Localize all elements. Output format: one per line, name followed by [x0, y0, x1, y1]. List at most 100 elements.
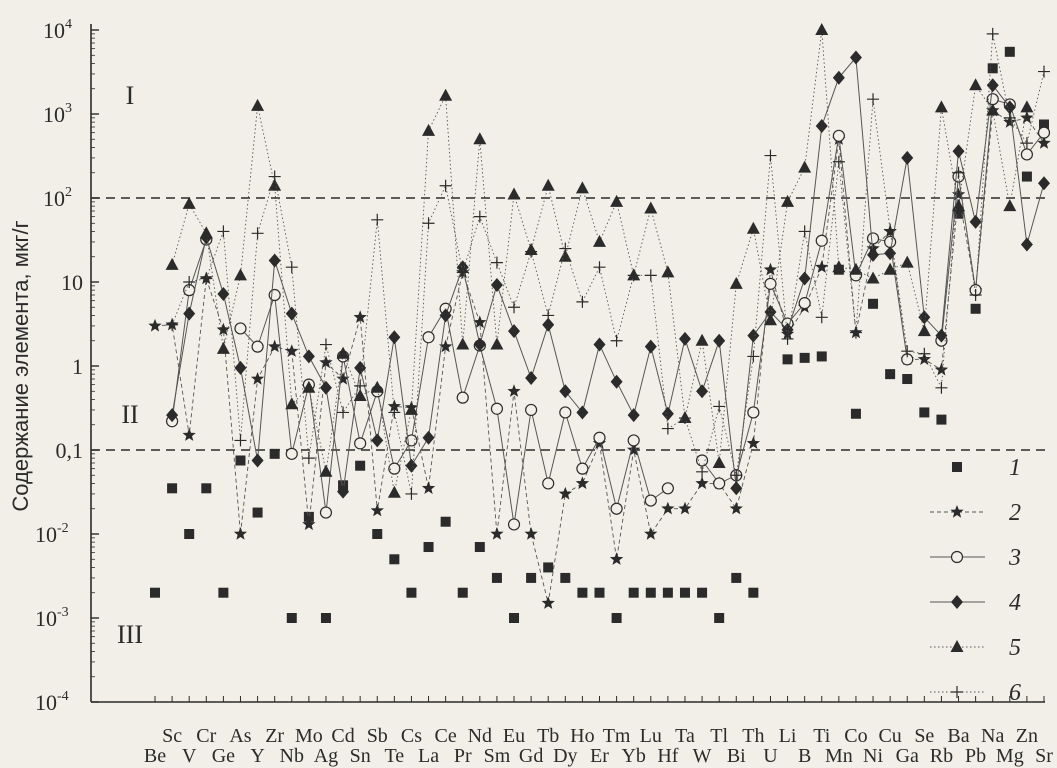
series-1-point-Yb	[628, 587, 639, 598]
x-tick-label-Bi: Bi	[727, 745, 746, 767]
series-6-point-Se	[918, 347, 931, 360]
series-5-point-Y	[251, 98, 265, 111]
series-5-point-Bi	[729, 276, 743, 289]
series-3-point-Pr	[456, 391, 469, 404]
series-1-point-Pb	[970, 303, 981, 314]
series-5-point-U	[763, 313, 777, 326]
series-1-point-Cs	[406, 587, 417, 598]
x-tick-label-Y: Y	[250, 745, 264, 767]
series-4-point-Er	[593, 337, 606, 352]
series-3-point-Ti	[815, 234, 828, 247]
series-5-point-Hf	[661, 265, 675, 278]
series-5-point-Co	[849, 262, 863, 275]
zone-label-I: I	[126, 81, 135, 110]
series-5-point-As	[233, 268, 247, 281]
series-6-point-Ta	[678, 412, 691, 425]
series-4-point-Na	[986, 78, 999, 93]
series-1-point-Th	[748, 587, 759, 598]
series-1-point-Be	[150, 587, 160, 598]
series-4-point-Nd	[473, 337, 486, 352]
series-4-point-Sb	[371, 433, 384, 448]
series-3-point-Nb	[285, 447, 298, 460]
series-4-point-Nb	[285, 306, 298, 321]
series-5-point-Mg	[1003, 199, 1017, 212]
series-3-point-Dy	[559, 406, 572, 419]
series-4-point-Dy	[559, 384, 572, 399]
series-6-point-Y	[251, 227, 264, 240]
series-5-point-Cr	[199, 226, 213, 239]
y-tick-label: 103	[43, 101, 72, 127]
x-tick-label-Ga: Ga	[896, 745, 919, 767]
series-5-point-Pb	[969, 78, 983, 91]
series-3-point-Te	[388, 462, 401, 475]
legend-label-2: 2	[1009, 500, 1021, 526]
series-1-point-Ga	[902, 374, 913, 385]
series-2-point-Ag	[319, 355, 333, 369]
series-6-point-Cu	[884, 223, 897, 236]
series-2-point-Ba	[951, 187, 966, 201]
series-1-point-Ce	[440, 516, 451, 527]
series-2-point-Th	[746, 436, 760, 449]
x-tick-label-Ti: Ti	[813, 725, 831, 747]
series-2-point-Tb	[541, 596, 555, 609]
x-tick-label-La: La	[418, 745, 439, 767]
series-5-point-W	[695, 333, 709, 346]
series-1-point-As	[235, 455, 246, 466]
series-2-point-La	[421, 481, 436, 494]
series-2-point-Gd	[524, 527, 538, 540]
series-3-point-Gd	[525, 403, 538, 417]
series-2-point-Te	[387, 399, 401, 413]
series-2-point-Nd	[473, 315, 487, 329]
series-2-point-Ta	[678, 501, 692, 515]
series-1-point-Tb	[543, 562, 554, 573]
series-2-point-Sn	[353, 310, 367, 323]
series-1-point-Na	[987, 63, 998, 74]
series-6-point-Eu	[508, 301, 521, 314]
series-1-point-Zr	[269, 448, 280, 459]
series-3-point-La	[422, 331, 435, 344]
series-3-point-Sm	[490, 402, 504, 415]
series-4-point-Lu	[644, 339, 657, 354]
series-1-point-Dy	[560, 572, 571, 583]
series-4-point-Te	[388, 330, 401, 345]
series-3-point-Zn	[1020, 148, 1034, 161]
series-6-point-Mg	[1003, 111, 1016, 124]
series-3-point-B	[798, 297, 811, 310]
series-5-point-Sc	[165, 257, 179, 270]
series-2-point-Zn	[1020, 110, 1034, 124]
series-6-point-Ho	[576, 295, 589, 308]
series-5-point-Zn	[1020, 100, 1034, 113]
series-2-point-Dy	[558, 486, 572, 500]
series-4-point-Rb	[935, 328, 948, 343]
series-4-point-Ga	[901, 150, 914, 165]
series-3-point-Ni	[866, 232, 880, 245]
x-tick-label-Na: Na	[981, 725, 1004, 747]
y-tick-label: 10-2	[35, 521, 69, 547]
x-tick-label-V: V	[182, 745, 197, 767]
series-4-point-La	[422, 430, 435, 445]
series-5-point-Cu	[883, 262, 897, 275]
series-2-line	[154, 109, 1045, 604]
series-5-point-Tl	[712, 456, 726, 469]
series-4-point-Zr	[268, 253, 281, 268]
series-6-point-Ce	[439, 179, 452, 192]
series-1-point-Rb	[936, 414, 947, 425]
x-tick-label-Ba: Ba	[947, 725, 969, 747]
legend-marker-4	[951, 595, 963, 609]
x-tick-label-Li: Li	[779, 725, 797, 747]
series-5-point-Ti	[815, 23, 829, 35]
x-tick-label-Yb: Yb	[621, 745, 645, 767]
series-6-point-Cs	[405, 487, 418, 500]
x-tick-label-Ni: Ni	[863, 745, 883, 767]
zone-label-III: III	[117, 620, 143, 649]
series-3-point-Mn	[832, 129, 845, 142]
series-1-point-Ge	[218, 587, 229, 598]
y-tick-label: 10-4	[35, 689, 69, 715]
series-4-point-Li	[781, 322, 794, 337]
x-tick-label-Cs: Cs	[401, 725, 422, 747]
series-1-point-Er	[594, 587, 605, 598]
x-tick-label-Ag: Ag	[314, 745, 338, 767]
series-4-point-Tb	[542, 317, 555, 332]
